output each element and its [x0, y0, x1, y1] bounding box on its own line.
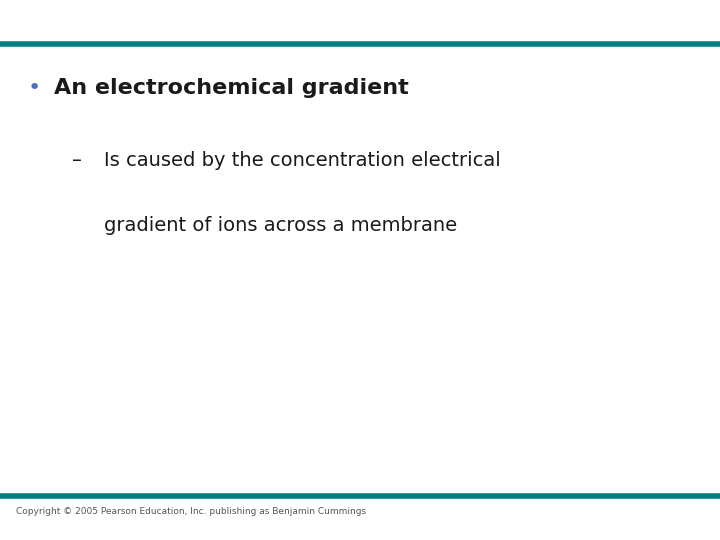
Text: gradient of ions across a membrane: gradient of ions across a membrane: [104, 216, 457, 235]
Text: Is caused by the concentration electrical: Is caused by the concentration electrica…: [104, 151, 501, 170]
Text: Copyright © 2005 Pearson Education, Inc. publishing as Benjamin Cummings: Copyright © 2005 Pearson Education, Inc.…: [16, 507, 366, 516]
Text: •: •: [27, 78, 40, 98]
Text: An electrochemical gradient: An electrochemical gradient: [54, 78, 409, 98]
Text: –: –: [72, 151, 82, 170]
